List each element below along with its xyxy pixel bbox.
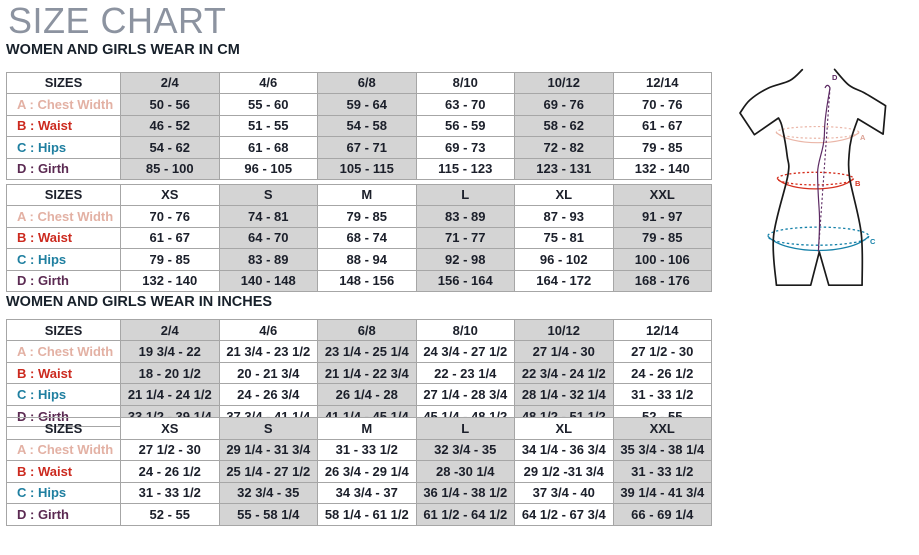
svg-text:C: C (870, 237, 876, 246)
svg-text:B: B (855, 179, 861, 188)
svg-text:A: A (860, 133, 866, 142)
svg-text:D: D (832, 73, 838, 82)
